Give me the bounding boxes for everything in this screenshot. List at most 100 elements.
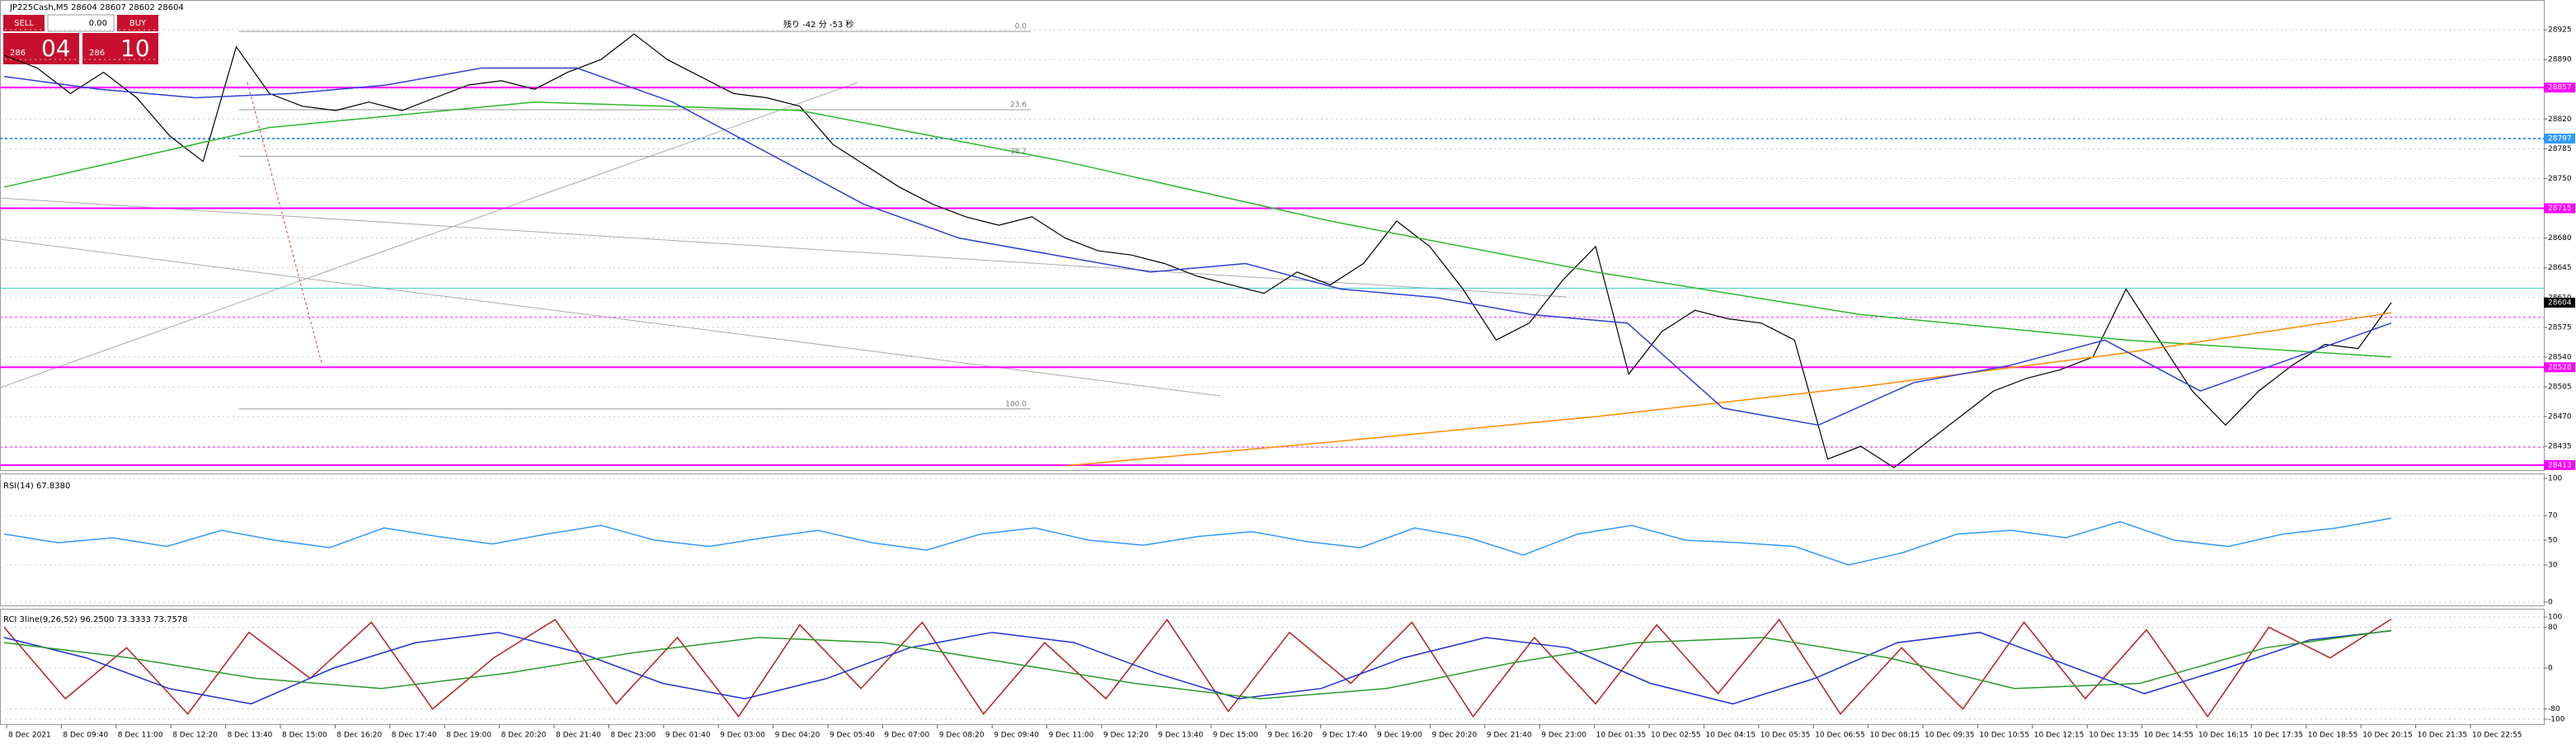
y-tick-label: -100 [2548,715,2565,723]
x-tick-label: 9 Dec 04:20 [775,732,820,740]
x-tick-label: 8 Dec 17:40 [392,732,437,740]
indicator-label: RSI(14) 67.8380 [3,482,70,491]
x-tick-label: 9 Dec 01:40 [665,732,711,740]
y-tick-label: 80 [2548,624,2558,632]
y-tick-label: 28645 [2548,264,2572,272]
x-tick-label: 10 Dec 02:55 [1651,732,1701,740]
x-tick-label: 8 Dec 15:00 [282,732,327,740]
fib-label: 0.0 [1015,23,1027,31]
x-tick-label: 8 Dec 13:40 [228,732,273,740]
x-tick-label: 9 Dec 21:40 [1487,732,1532,740]
timer: 残り -42 分 -53 秒 [783,19,853,30]
symbol-header: JP225Cash,M5 28604 28607 28602 28604 [9,3,184,12]
series-line [1065,312,2392,467]
y-tick-label: 28820 [2548,115,2572,124]
x-tick-label: 10 Dec 14:55 [2144,732,2194,740]
series-line [3,629,2392,699]
buy-button[interactable] [117,15,158,31]
x-tick-label: 9 Dec 16:20 [1267,732,1313,740]
x-tick-label: 10 Dec 17:35 [2253,732,2303,740]
x-tick-label: 9 Dec 11:00 [1049,732,1094,740]
price-tag [2544,203,2575,214]
x-tick-label: 9 Dec 08:20 [939,732,985,740]
x-tick-label: 9 Dec 23:00 [1541,732,1586,740]
x-tick-label: 8 Dec 11:00 [118,732,163,740]
x-tick-label: 10 Dec 18:55 [2308,732,2358,740]
sell-button[interactable] [3,15,45,31]
x-tick-label: 9 Dec 12:20 [1103,732,1149,740]
price-tag [2544,134,2575,144]
x-tick-label: 8 Dec 21:40 [556,732,601,740]
sell-label[interactable]: SELL [14,19,34,28]
y-tick-label: 28925 [2548,26,2572,35]
x-tick-label: 9 Dec 20:20 [1431,732,1477,740]
drawings [0,82,1568,397]
x-tick-label: 8 Dec 23:00 [610,732,656,740]
y-tick-label: 28540 [2548,353,2572,361]
price-tag [2544,362,2575,373]
buy-price-big: 10 [120,35,150,62]
x-tick-label: 10 Dec 21:35 [2418,732,2468,740]
y-tick-label: 28785 [2548,145,2572,153]
x-tick-label: 8 Dec 16:20 [336,732,382,740]
x-tick-label: 9 Dec 15:00 [1213,732,1258,740]
series-line [3,33,2392,469]
y-tick-label: 0 [2548,665,2553,673]
last-price-label: 28604 [2548,299,2572,307]
lot-field[interactable] [47,14,115,32]
y-tick-label: 50 [2548,537,2558,545]
x-tick-label: 10 Dec 12:15 [2034,732,2085,740]
x-tick-label: 10 Dec 13:35 [2089,732,2139,740]
y-tick-label: 28435 [2548,443,2572,451]
x-tick-label: 10 Dec 08:15 [1870,732,1920,740]
series-line [3,67,2392,426]
y-tick-label: 30 [2548,562,2558,570]
y-tick-label: 28575 [2548,323,2572,332]
x-tick-label: 10 Dec 16:15 [2198,732,2249,740]
y-tick-label: -80 [2548,705,2560,713]
y-tick-label: 28890 [2548,56,2572,64]
fib-label: 38.2 [1010,148,1027,156]
x-tick-label: 10 Dec 04:15 [1705,732,1756,740]
price-tag-label: 28715 [2548,205,2572,213]
series-line [3,517,2392,566]
x-tick-label: 10 Dec 09:35 [1925,732,1975,740]
x-tick-label: 10 Dec 05:35 [1760,732,1811,740]
x-tick-label: 8 Dec 09:40 [63,732,108,740]
y-tick-label: 28470 [2548,413,2572,421]
price-tag-label: 28528 [2548,364,2572,372]
y-tick-label: 100 [2548,614,2562,622]
buy-label[interactable]: BUY [129,19,147,28]
lot-value[interactable]: 0.00 [89,19,107,28]
y-tick-label: 28505 [2548,383,2572,391]
x-tick-label: 9 Dec 03:00 [720,732,765,740]
series-line [3,618,2392,718]
sell-price-small: 286 [10,49,26,58]
main-plot [0,29,2544,469]
price-tag [2544,82,2575,93]
y-tick-label: 0 [2548,599,2553,607]
price-tag-label: 28797 [2548,135,2572,144]
series-line [3,101,2392,358]
x-tick-label: 10 Dec 20:15 [2362,732,2413,740]
x-tick-label: 8 Dec 12:20 [172,732,218,740]
sell-price-big: 04 [41,35,71,62]
x-tick-label: 9 Dec 09:40 [994,732,1039,740]
buy-price-small: 286 [89,49,105,58]
series-line [3,629,2392,705]
fib-label: 23.6 [1010,101,1027,109]
x-tick-label: 8 Dec 2021 [8,732,51,740]
x-tick-label: 10 Dec 22:55 [2472,732,2522,740]
price-tag-label: 28413 [2548,461,2572,469]
x-tick-label: 10 Dec 06:55 [1815,732,1865,740]
x-tick-label: 8 Dec 19:00 [446,732,491,740]
y-tick-label: 70 [2548,512,2558,520]
x-tick-label: 10 Dec 10:55 [1979,732,2029,740]
price-tag-label: 28857 [2548,84,2572,92]
x-tick-label: 9 Dec 17:40 [1323,732,1368,740]
indicator-label: RCI 3line(9,26,52) 96.2500 73.3333 73.75… [3,615,188,624]
price-tag [2544,459,2575,470]
x-tick-label: 9 Dec 13:40 [1158,732,1203,740]
